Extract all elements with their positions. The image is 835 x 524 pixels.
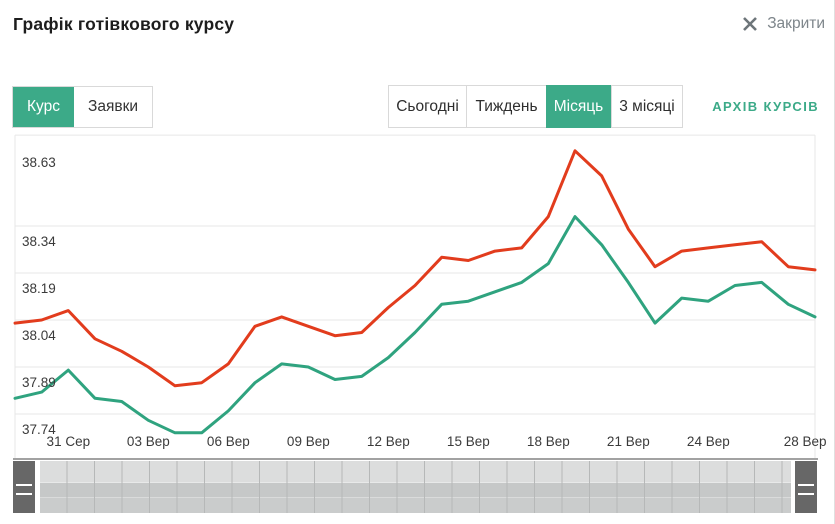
close-button-label: Закрити: [767, 15, 825, 32]
period-3months[interactable]: 3 місяці: [611, 86, 682, 127]
period-month[interactable]: Місяць: [546, 85, 611, 128]
x-axis-tick-label: 09 Вер: [286, 434, 330, 449]
x-axis-tick-label: 31 Сер: [46, 434, 91, 449]
y-axis-tick-label: 38.04: [22, 327, 56, 343]
y-axis-tick-label: 38.63: [22, 155, 56, 171]
chart-type-tabs: Курс Заявки: [12, 86, 154, 128]
tab-kurs[interactable]: Курс: [13, 87, 74, 127]
handle-grip-icon: [798, 484, 814, 495]
x-axis-tick-label: 21 Вер: [606, 434, 650, 449]
archive-link[interactable]: АРХІВ КУРСІВ: [712, 99, 819, 114]
close-button[interactable]: Закрити: [742, 15, 825, 33]
y-axis-tick-label: 38.34: [22, 234, 56, 249]
navigator-track[interactable]: [40, 461, 791, 513]
x-axis-tick-label: 06 Вер: [206, 434, 250, 449]
y-axis-tick-label: 37.89: [22, 374, 56, 390]
x-axis-tick-label: 28 Вер: [783, 434, 827, 449]
navigator-left-handle[interactable]: [13, 461, 35, 513]
x-axis-tick-label: 18 Вер: [526, 434, 570, 449]
y-axis-tick-label: 37.74: [22, 421, 56, 437]
handle-grip-icon: [16, 484, 32, 495]
x-axis-tick-label: 24 Вер: [686, 434, 730, 449]
navigator-top-line: [13, 458, 818, 460]
period-week[interactable]: Тиждень: [466, 86, 546, 127]
red-line: [13, 149, 817, 388]
period-today[interactable]: Сьогодні: [389, 86, 466, 127]
navigator-grid: [40, 461, 791, 513]
x-axis-tick-label: 03 Вер: [126, 434, 170, 449]
y-axis-tick-label: 38.19: [22, 280, 56, 296]
x-axis-tick-label: 15 Вер: [446, 434, 490, 449]
green-line: [13, 215, 817, 435]
x-axis-tick-label: 12 Вер: [366, 434, 410, 449]
period-selector: Сьогодні Тиждень Місяць 3 місяці: [388, 85, 683, 128]
page-title: Графік готівкового курсу: [13, 14, 235, 34]
close-icon[interactable]: [742, 16, 758, 32]
navigator-right-handle[interactable]: [795, 461, 817, 513]
tab-zayavky[interactable]: Заявки: [73, 87, 153, 127]
